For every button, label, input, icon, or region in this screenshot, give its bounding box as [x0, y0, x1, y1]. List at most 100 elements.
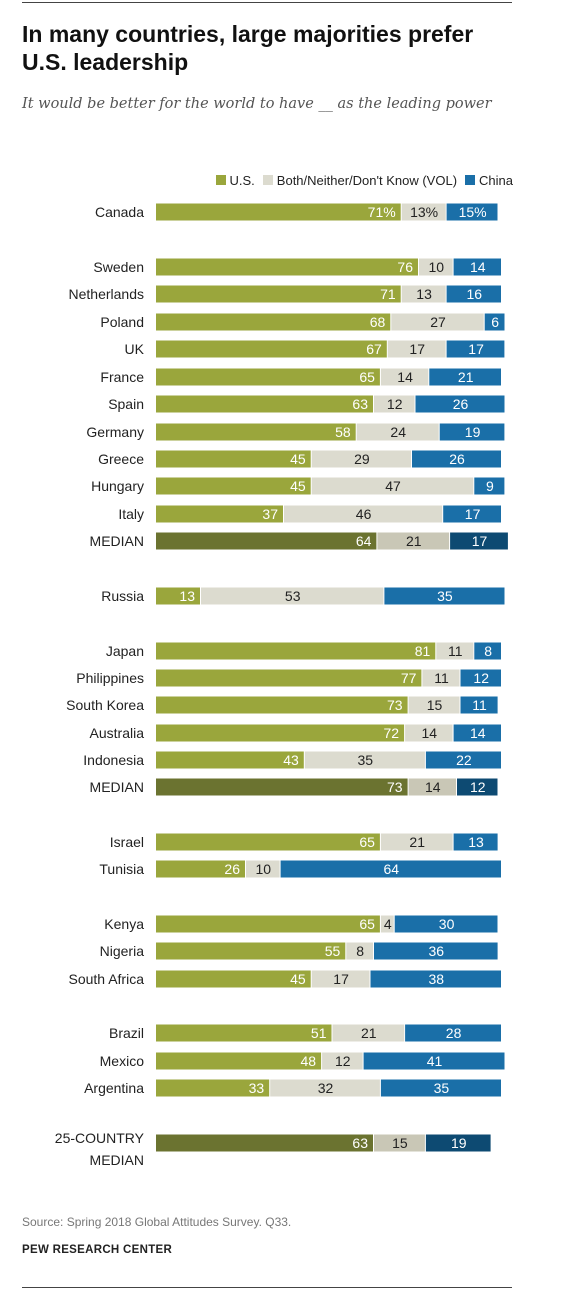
- value-label-china-median-11: 17: [472, 533, 488, 549]
- bar-both-sweden-1: [419, 258, 453, 276]
- bar-china-south-korea-15: [460, 696, 498, 714]
- row-label-russia-12: Russia: [101, 588, 144, 604]
- value-label-china-argentina-26: 35: [434, 1080, 450, 1096]
- row-label-uk-4: UK: [125, 341, 145, 357]
- value-label-us-median-11: 64: [356, 533, 372, 549]
- legend-swatch-both: [262, 175, 273, 185]
- bar-both-median-11: [377, 532, 450, 550]
- value-label-both-uk-4: 17: [409, 341, 425, 357]
- value-label-us-japan-13: 81: [415, 643, 431, 659]
- value-label-us-sweden-1: 76: [397, 259, 413, 275]
- value-label-both-france-5: 14: [397, 369, 413, 385]
- value-label-both-indonesia-17: 35: [358, 752, 374, 768]
- value-label-china-mexico-25: 41: [427, 1053, 443, 1069]
- value-label-china-south-africa-23: 38: [429, 971, 445, 987]
- row-label-tunisia-20: Tunisia: [99, 861, 144, 877]
- bar-both-hungary-9: [311, 477, 474, 495]
- value-label-china-25-country-median-27: 19: [451, 1135, 467, 1151]
- bar-both-mexico-25: [322, 1052, 363, 1070]
- value-label-us-france-5: 65: [359, 369, 375, 385]
- row-label-south-korea-15: South Korea: [66, 697, 144, 713]
- bar-us-tunisia-20: [156, 860, 245, 878]
- value-label-us-netherlands-2: 71: [380, 286, 396, 302]
- row-label-canada-0: Canada: [95, 204, 144, 220]
- legend-label-us: U.S.: [229, 172, 255, 188]
- value-label-us-russia-12: 13: [179, 588, 195, 604]
- value-label-both-germany-7: 24: [390, 424, 406, 440]
- value-label-china-hungary-9: 9: [486, 478, 494, 494]
- value-label-us-25-country-median-27: 63: [352, 1135, 368, 1151]
- source-note: Source: Spring 2018 Global Attitudes Sur…: [22, 1215, 292, 1229]
- bar-both-argentina-26: [270, 1079, 380, 1097]
- value-label-both-nigeria-22: 8: [356, 943, 364, 959]
- row-label-hungary-9: Hungary: [91, 478, 144, 494]
- bar-us-canada-0: [156, 203, 401, 221]
- value-label-us-hungary-9: 45: [290, 478, 306, 494]
- bar-both-south-africa-23: [311, 970, 370, 988]
- value-label-us-uk-4: 67: [366, 341, 382, 357]
- value-label-us-greece-8: 45: [290, 451, 306, 467]
- row-label-median-18: MEDIAN: [90, 779, 144, 795]
- row-label-israel-19: Israel: [110, 834, 144, 850]
- bar-china-philippines-14: [460, 669, 501, 687]
- bar-both-25-country-median-27: [374, 1134, 425, 1152]
- value-label-both-mexico-25: 12: [335, 1053, 351, 1069]
- value-label-china-italy-10: 17: [465, 506, 481, 522]
- bar-china-netherlands-2: [446, 285, 501, 303]
- value-label-us-kenya-21: 65: [359, 916, 375, 932]
- value-label-both-netherlands-2: 13: [416, 286, 432, 302]
- value-label-both-australia-16: 14: [422, 725, 438, 741]
- bar-both-brazil-24: [332, 1024, 405, 1042]
- bar-china-nigeria-22: [374, 942, 498, 960]
- row-label-indonesia-17: Indonesia: [83, 752, 144, 768]
- row-label-brazil-24: Brazil: [109, 1025, 144, 1041]
- legend: U.S. Both/Neither/Don't Know (VOL) China: [118, 170, 513, 190]
- bar-both-poland-3: [391, 313, 484, 331]
- bar-china-greece-8: [412, 450, 501, 468]
- row-label-france-5: France: [100, 369, 144, 385]
- value-label-us-mexico-25: 48: [301, 1053, 317, 1069]
- value-label-both-south-korea-15: 15: [427, 697, 443, 713]
- bar-us-philippines-14: [156, 669, 422, 687]
- value-label-both-median-11: 21: [406, 533, 422, 549]
- value-label-us-south-africa-23: 45: [290, 971, 306, 987]
- bar-both-uk-4: [387, 340, 446, 358]
- value-label-china-spain-6: 26: [453, 396, 469, 412]
- value-label-us-australia-16: 72: [384, 725, 400, 741]
- row-label-italy-10: Italy: [118, 506, 144, 522]
- value-label-us-spain-6: 63: [352, 396, 368, 412]
- bottom-rule: [22, 1287, 512, 1288]
- legend-label-china: China: [479, 172, 513, 188]
- bar-china-sweden-1: [453, 258, 501, 276]
- row-label-greece-8: Greece: [98, 451, 144, 467]
- row-label-spain-6: Spain: [108, 396, 144, 412]
- legend-item-both: Both/Neither/Don't Know (VOL): [262, 173, 457, 188]
- bar-china-median-18: [457, 778, 498, 796]
- bar-us-australia-16: [156, 724, 405, 742]
- row-label-philippines-14: Philippines: [76, 670, 144, 686]
- value-label-both-south-africa-23: 17: [333, 971, 349, 987]
- value-label-both-canada-0: 13%: [410, 204, 438, 220]
- bar-china-russia-12: [384, 587, 505, 605]
- row-label-median-11: MEDIAN: [90, 533, 144, 549]
- legend-item-china: China: [465, 173, 513, 188]
- bar-us-spain-6: [156, 395, 373, 413]
- row-label-poland-3: Poland: [100, 314, 144, 330]
- bar-us-sweden-1: [156, 258, 418, 276]
- row-label-netherlands-2: Netherlands: [69, 286, 145, 302]
- top-rule: [22, 2, 512, 3]
- bar-us-median-11: [156, 532, 377, 550]
- bar-both-netherlands-2: [401, 285, 446, 303]
- value-label-us-italy-10: 37: [262, 506, 278, 522]
- bar-both-russia-12: [201, 587, 384, 605]
- row-label-sweden-1: Sweden: [93, 259, 144, 275]
- bar-us-25-country-median-27: [156, 1134, 373, 1152]
- bar-china-brazil-24: [405, 1024, 501, 1042]
- bar-both-nigeria-22: [346, 942, 373, 960]
- bar-us-poland-3: [156, 313, 391, 331]
- value-label-china-uk-4: 17: [468, 341, 484, 357]
- bar-both-japan-13: [436, 642, 474, 660]
- value-label-us-nigeria-22: 55: [325, 943, 341, 959]
- organization-name: PEW RESEARCH CENTER: [22, 1244, 173, 1256]
- bar-both-france-5: [380, 368, 429, 386]
